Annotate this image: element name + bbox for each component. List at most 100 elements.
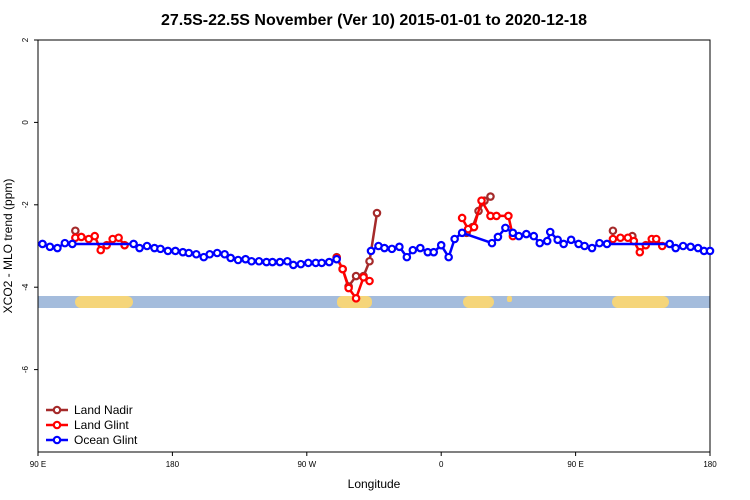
point bbox=[514, 231, 524, 241]
point bbox=[608, 234, 618, 244]
point bbox=[635, 247, 645, 257]
legend-marker bbox=[52, 405, 62, 415]
point bbox=[587, 243, 597, 253]
point bbox=[191, 249, 201, 259]
point bbox=[184, 248, 194, 258]
point bbox=[504, 211, 513, 221]
point bbox=[45, 242, 55, 252]
point bbox=[351, 294, 361, 303]
y-tick-label: 0 bbox=[21, 120, 30, 125]
point bbox=[665, 239, 674, 249]
point bbox=[651, 234, 661, 244]
point bbox=[114, 233, 123, 243]
point bbox=[380, 243, 389, 253]
point bbox=[444, 252, 453, 262]
point bbox=[135, 243, 144, 253]
point bbox=[275, 257, 285, 267]
point bbox=[535, 238, 545, 248]
point bbox=[296, 259, 306, 269]
point bbox=[220, 249, 229, 259]
point bbox=[671, 243, 680, 253]
x-tick-label: 90 W bbox=[297, 460, 316, 469]
point bbox=[38, 239, 47, 249]
point bbox=[332, 254, 341, 264]
y-tick-label: 2 bbox=[21, 37, 30, 42]
point bbox=[303, 258, 313, 268]
point bbox=[429, 247, 439, 257]
land-strip bbox=[75, 296, 133, 308]
point bbox=[289, 260, 298, 270]
point bbox=[522, 229, 531, 239]
point bbox=[553, 235, 562, 245]
point bbox=[492, 211, 501, 221]
chart-title: 27.5S-22.5S November (Ver 10) 2015-01-01… bbox=[161, 12, 587, 29]
y-axis-title: XCO2 - MLO trend (ppm) bbox=[1, 179, 15, 314]
ocean-strip bbox=[38, 296, 710, 308]
point bbox=[623, 233, 633, 243]
point bbox=[90, 231, 100, 241]
x-tick-label: 0 bbox=[439, 460, 444, 469]
point bbox=[501, 223, 510, 233]
point bbox=[268, 257, 277, 267]
point bbox=[686, 242, 695, 252]
point bbox=[616, 233, 625, 243]
legend-label: Land Glint bbox=[74, 418, 129, 432]
land-strip bbox=[612, 296, 669, 308]
point bbox=[254, 256, 264, 266]
point bbox=[580, 241, 589, 251]
point bbox=[247, 256, 256, 266]
point bbox=[283, 256, 292, 266]
point bbox=[71, 226, 80, 236]
point bbox=[602, 239, 612, 249]
point bbox=[469, 222, 479, 232]
x-tick-label: 90 E bbox=[30, 460, 46, 469]
point bbox=[493, 232, 503, 242]
point bbox=[486, 192, 495, 201]
point bbox=[171, 246, 180, 256]
point bbox=[344, 283, 353, 293]
point bbox=[366, 246, 376, 256]
legend-label: Ocean Glint bbox=[74, 433, 138, 447]
map-strip bbox=[38, 296, 710, 308]
point bbox=[129, 239, 138, 249]
point bbox=[365, 256, 374, 266]
point bbox=[60, 238, 70, 248]
x-tick-label: 90 E bbox=[567, 460, 583, 469]
land-strip bbox=[507, 296, 512, 302]
point bbox=[457, 228, 467, 238]
y-tick-label: -6 bbox=[21, 365, 30, 373]
point bbox=[338, 264, 347, 274]
point bbox=[317, 258, 327, 268]
point bbox=[77, 232, 86, 242]
point bbox=[595, 238, 604, 248]
point bbox=[205, 249, 215, 259]
point bbox=[477, 196, 486, 205]
x-axis-title: Longitude bbox=[348, 477, 401, 491]
point bbox=[372, 208, 382, 218]
point bbox=[142, 241, 152, 251]
point bbox=[508, 228, 518, 238]
point bbox=[351, 271, 361, 281]
point bbox=[233, 255, 243, 265]
point bbox=[705, 246, 715, 256]
point bbox=[53, 243, 62, 253]
legend-label: Land Nadir bbox=[74, 403, 133, 417]
point bbox=[163, 246, 173, 256]
point bbox=[415, 243, 425, 253]
legend-marker bbox=[52, 420, 62, 430]
point bbox=[608, 226, 618, 236]
point bbox=[529, 231, 539, 241]
point bbox=[96, 245, 106, 255]
x-tick-label: 180 bbox=[166, 460, 180, 469]
point bbox=[408, 245, 418, 255]
point bbox=[678, 241, 688, 251]
point bbox=[387, 244, 397, 254]
point bbox=[487, 238, 497, 248]
point bbox=[559, 239, 568, 249]
point bbox=[324, 257, 334, 267]
y-tick-label: -2 bbox=[21, 201, 30, 209]
point bbox=[226, 253, 235, 263]
x-tick-label: 180 bbox=[703, 460, 717, 469]
